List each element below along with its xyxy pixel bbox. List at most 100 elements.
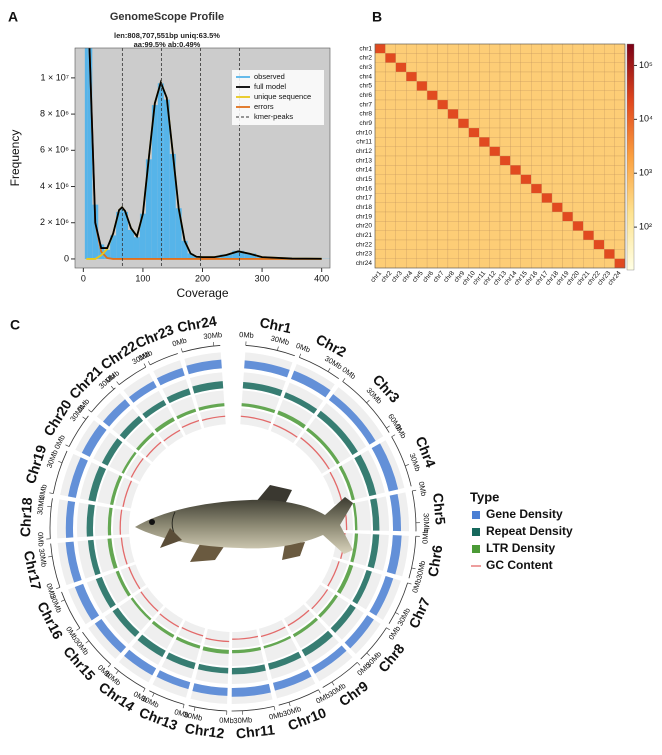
y-tick-label: chr5 (359, 83, 372, 90)
heatmap-cell (489, 211, 501, 222)
heatmap-cell (489, 221, 501, 231)
track-background (112, 408, 144, 440)
heatmap-cell (551, 211, 563, 222)
heatmap-cell (604, 211, 615, 222)
track-band (371, 443, 399, 492)
observed-bar (244, 253, 257, 259)
heatmap-cell (479, 146, 490, 157)
heatmap-cell (499, 62, 511, 73)
heatmap-cell (604, 165, 615, 175)
heatmap-cell (374, 43, 386, 54)
track-background (86, 576, 116, 614)
heatmap-cell (541, 43, 553, 54)
heatmap-cell (572, 239, 584, 250)
track-band (336, 564, 354, 594)
legend-swatch (472, 511, 480, 519)
track-line (120, 537, 128, 565)
heatmap-cell (562, 99, 574, 110)
heatmap-cell (583, 99, 594, 110)
heatmap-cell (520, 71, 532, 82)
heatmap-cell (510, 249, 521, 259)
axis-tick (366, 652, 370, 656)
heatmap-cell (416, 137, 428, 147)
track-band (119, 415, 144, 440)
y-tick-label: chr22 (356, 241, 373, 248)
y-tick-label: chr11 (356, 139, 372, 146)
heatmap-cell (489, 99, 501, 110)
axis-tick (148, 361, 151, 365)
heatmap-cell (458, 193, 469, 203)
heatmap-cell (531, 137, 542, 147)
heatmap-cell (468, 62, 480, 73)
track-band (263, 635, 292, 649)
heatmap-cell (406, 193, 417, 203)
axis-tick (88, 409, 92, 413)
heatmap-cell (426, 118, 438, 129)
y-tick-label: chr7 (359, 101, 372, 108)
track-line (140, 591, 159, 612)
heatmap-cell (499, 174, 511, 185)
observed-bar (208, 257, 221, 259)
heatmap-cell (385, 155, 396, 166)
x-tick-label: 300 (255, 273, 270, 283)
heatmap-cell (583, 221, 594, 231)
axis-tick (299, 353, 302, 358)
heatmap-cell (499, 109, 511, 119)
heatmap-cell (499, 258, 511, 269)
axis-tick-label: 30Mb (35, 496, 46, 516)
heatmap-cell (479, 230, 490, 241)
heatmap-cell (426, 53, 438, 63)
heatmap-cell (499, 53, 511, 63)
heatmap-cell (562, 183, 574, 194)
heatmap-cell (562, 127, 574, 138)
track-background (158, 422, 184, 447)
track-background (311, 645, 353, 682)
heatmap-cell (374, 174, 386, 185)
heatmap-cell (479, 239, 490, 250)
legend-label: LTR Density (486, 541, 555, 555)
track-background (103, 570, 131, 604)
heatmap-cell (593, 249, 605, 259)
heatmap-cell (374, 183, 386, 194)
heatmap-cell (406, 90, 417, 101)
heatmap-cell (437, 249, 449, 259)
heatmap-cell (614, 71, 626, 82)
heatmap-cell (447, 230, 459, 241)
axis-tick (386, 425, 390, 429)
axis-tick-label: 0Mb (420, 529, 430, 544)
track-band (292, 617, 319, 638)
heatmap-cell (499, 71, 511, 82)
heatmap-cell (395, 90, 407, 101)
heatmap-cell (604, 99, 615, 110)
track-background (301, 630, 339, 664)
heatmap-cell (593, 53, 605, 63)
track-background (161, 652, 196, 679)
heatmap-cell (520, 174, 532, 185)
heatmap-cell (572, 155, 584, 166)
heatmap-cell (510, 146, 521, 157)
axis-tick (85, 640, 90, 644)
heatmap-cell (583, 249, 594, 259)
heatmap-cell (458, 109, 469, 119)
axis-tick (407, 582, 412, 585)
axis-tick-label: 30Mb (37, 548, 49, 568)
heatmap-cell (531, 174, 542, 185)
heatmap-cell (520, 239, 532, 250)
heatmap-cell (468, 202, 480, 213)
heatmap-cell (520, 183, 532, 194)
heatmap-cell (426, 165, 438, 175)
heatmap-cell (395, 146, 407, 157)
heatmap-cell (479, 249, 490, 259)
heatmap-cell (614, 118, 626, 129)
heatmap-cell (437, 221, 449, 231)
heatmap-cell (531, 90, 542, 101)
track-band (192, 381, 224, 394)
track-band (386, 535, 402, 575)
heatmap-cell (541, 183, 553, 194)
track-band (338, 465, 355, 501)
heatmap-cell (406, 43, 417, 54)
legend-swatch (472, 528, 480, 536)
heatmap-cell (572, 249, 584, 259)
heatmap-cell (562, 155, 574, 166)
heatmap-cell (531, 193, 542, 203)
